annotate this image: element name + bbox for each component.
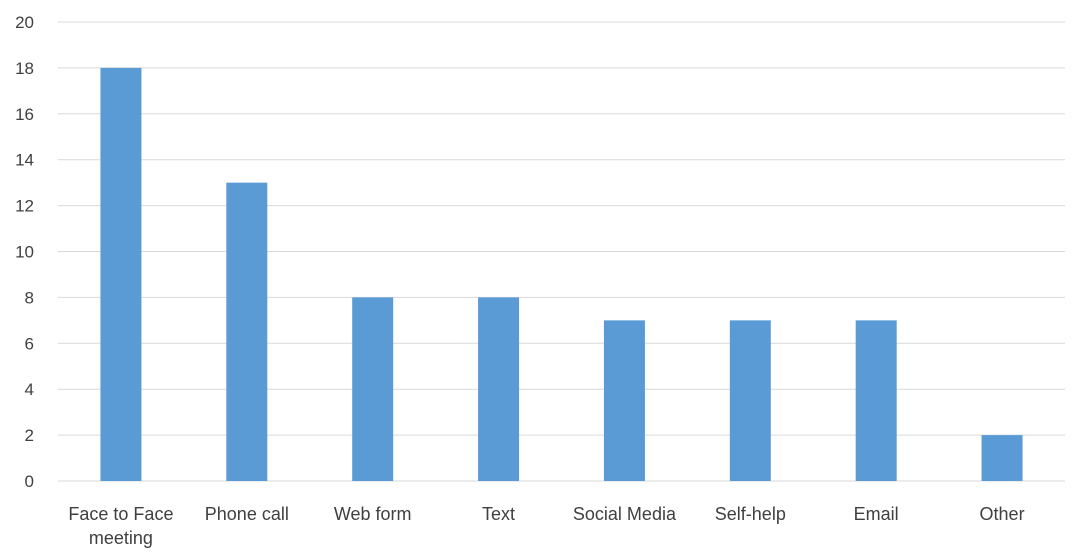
x-category-label-line: Web form [334, 504, 412, 524]
bar [981, 435, 1023, 481]
y-tick-label: 12 [15, 197, 34, 216]
bar [855, 320, 897, 481]
y-tick-label: 8 [25, 288, 34, 307]
bars [100, 67, 1023, 482]
x-category-label: Face to Face meeting [68, 504, 173, 548]
x-category-label-line: Self-help [715, 504, 786, 524]
x-category-label: Phone call [205, 504, 289, 524]
x-category-label-line: Text [482, 504, 515, 524]
x-category-label-line: Social Media [573, 504, 677, 524]
gridlines [58, 21, 1065, 482]
bar [603, 320, 645, 481]
y-tick-label: 0 [25, 472, 34, 491]
y-tick-label: 20 [15, 13, 34, 32]
x-category-label-line: Phone call [205, 504, 289, 524]
x-axis-category-labels: Face to Face meeting Phone call Web form Tex… [68, 504, 1024, 548]
y-axis-tick-labels: 0 2 4 6 8 10 12 14 16 18 20 [15, 13, 34, 491]
x-category-label: Email [854, 504, 899, 524]
x-category-label: Web form [334, 504, 412, 524]
x-category-label: Self-help [715, 504, 786, 524]
y-tick-label: 10 [15, 243, 34, 262]
y-tick-label: 6 [25, 334, 34, 353]
bar [226, 182, 268, 481]
y-tick-label: 4 [25, 380, 34, 399]
x-category-label-line: meeting [89, 528, 153, 548]
y-tick-label: 14 [15, 151, 34, 170]
x-category-label-line: Email [854, 504, 899, 524]
y-tick-label: 2 [25, 426, 34, 445]
bar [478, 297, 520, 481]
x-category-label-line: Face to Face [68, 504, 173, 524]
x-category-label-line: Other [980, 504, 1025, 524]
bar [100, 67, 142, 482]
y-tick-label: 16 [15, 105, 34, 124]
y-tick-label: 18 [15, 59, 34, 78]
x-category-label: Other [980, 504, 1025, 524]
bar [352, 297, 394, 481]
x-category-label: Text [482, 504, 515, 524]
bar [729, 320, 771, 481]
x-category-label: Social Media [573, 504, 677, 524]
